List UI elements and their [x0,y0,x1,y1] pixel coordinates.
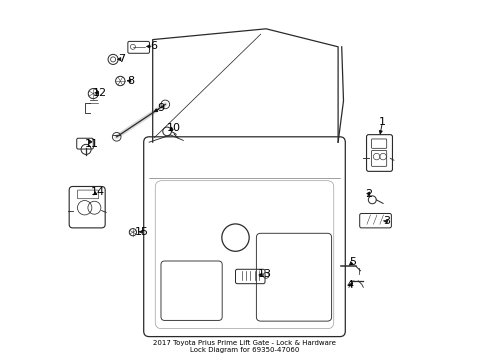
Text: 12: 12 [93,88,106,98]
Text: 13: 13 [257,269,271,279]
Text: 4: 4 [346,280,353,291]
Text: 2017 Toyota Prius Prime Lift Gate - Lock & Hardware
Lock Diagram for 69350-47060: 2017 Toyota Prius Prime Lift Gate - Lock… [153,340,335,353]
Text: 3: 3 [383,216,389,226]
Text: 11: 11 [84,139,98,149]
Text: 15: 15 [135,227,148,237]
Text: 7: 7 [118,54,125,64]
Text: 14: 14 [91,186,105,197]
Text: 5: 5 [348,257,355,267]
Text: 6: 6 [150,41,157,51]
Text: 2: 2 [365,189,371,199]
Text: 10: 10 [166,123,180,133]
Text: 1: 1 [378,117,385,127]
Text: 9: 9 [157,103,164,113]
Text: 8: 8 [126,76,134,86]
